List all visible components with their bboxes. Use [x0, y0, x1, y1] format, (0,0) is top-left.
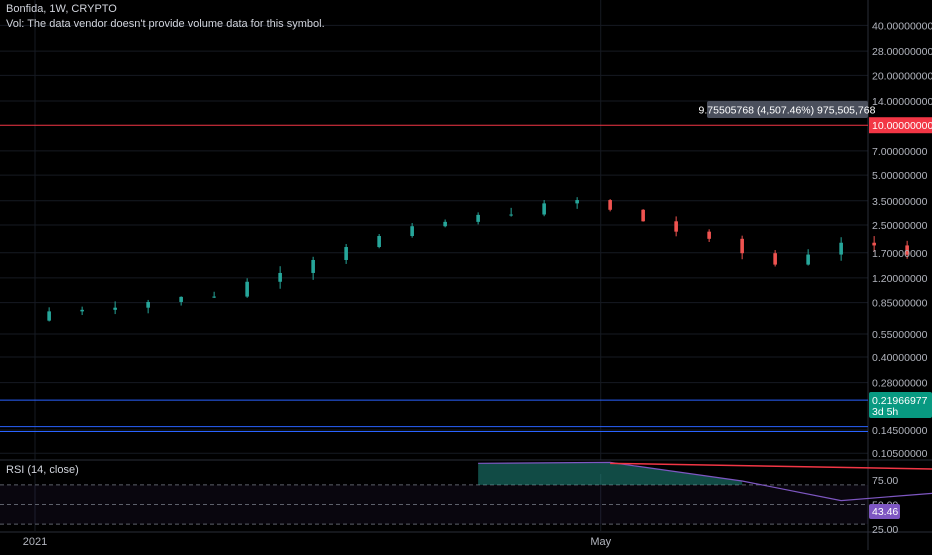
candle-body: [740, 238, 744, 254]
candle-body: [839, 242, 843, 255]
price-tick-label: 1.70000000: [872, 248, 928, 260]
resistance-price-tag: [869, 117, 932, 134]
price-tick-label: 28.00000000: [872, 46, 932, 58]
resistance-price-label: 10.00000000: [872, 120, 932, 132]
candle-body: [410, 226, 414, 237]
price-tick-label: 40.00000000: [872, 20, 932, 32]
candle-body: [245, 281, 249, 297]
candle-body: [641, 209, 645, 222]
price-tick-label: 2.50000000: [872, 220, 928, 232]
candle-body: [674, 221, 678, 232]
price-tick-label: 0.14500000: [872, 425, 928, 437]
price-tick-label: 0.40000000: [872, 352, 928, 364]
rsi-last-value-tag: [869, 504, 900, 519]
candle-body: [47, 311, 51, 321]
candle-body: [905, 245, 909, 255]
candle-body: [113, 307, 117, 310]
price-tick-label: 0.55000000: [872, 329, 928, 341]
volume-note: Vol: The data vendor doesn't provide vol…: [6, 18, 325, 30]
price-tick-label: 20.00000000: [872, 70, 932, 82]
price-tick-label: 0.10500000: [872, 448, 928, 460]
last-price-label: 0.21966977: [872, 395, 928, 407]
price-tick-label: 0.28000000: [872, 378, 928, 390]
time-tick-label: May: [590, 536, 611, 548]
price-tick-label: 5.00000000: [872, 170, 928, 182]
measure-label: 9.75505768 (4,507.46%) 975,505,768: [699, 105, 876, 117]
candle-body: [707, 231, 711, 239]
candle-body: [377, 236, 381, 248]
price-tick-label: 14.00000000: [872, 96, 932, 108]
candle-body: [278, 272, 282, 282]
candle-body: [542, 203, 546, 215]
rsi-tick-label: 25.00: [872, 524, 898, 536]
price-tick-label: 0.85000000: [872, 298, 928, 310]
candle-body: [443, 221, 447, 227]
candle-body: [872, 242, 876, 246]
price-tick-label: 3.50000000: [872, 196, 928, 208]
candle-body: [476, 214, 480, 222]
price-tick-label: 7.00000000: [872, 146, 928, 158]
time-tick-label: 2021: [23, 536, 47, 548]
candle-body: [806, 254, 810, 265]
candle-body: [212, 296, 216, 298]
candle-body: [146, 301, 150, 308]
last-price-tag: [869, 392, 932, 418]
rsi-last-value: 43.46: [872, 506, 898, 518]
rsi-overbought-fill: [478, 462, 743, 485]
price-tick-label: 1.20000000: [872, 273, 928, 285]
candle-body: [773, 253, 777, 265]
measure-label-box: [707, 101, 868, 118]
candle-body: [575, 200, 579, 204]
candle-body: [344, 247, 348, 260]
candle-body: [608, 200, 612, 210]
rsi-tick-label: 75.00: [872, 475, 898, 487]
countdown-label: 3d 5h: [872, 406, 898, 418]
rsi-divergence-line[interactable]: [610, 462, 932, 479]
candle-body: [179, 296, 183, 302]
symbol-title: Bonfida, 1W, CRYPTO: [6, 3, 117, 15]
candle-body: [509, 214, 513, 216]
rsi-indicator-label: RSI (14, close): [6, 464, 79, 476]
candle-body: [311, 259, 315, 273]
candle-body: [80, 309, 84, 312]
